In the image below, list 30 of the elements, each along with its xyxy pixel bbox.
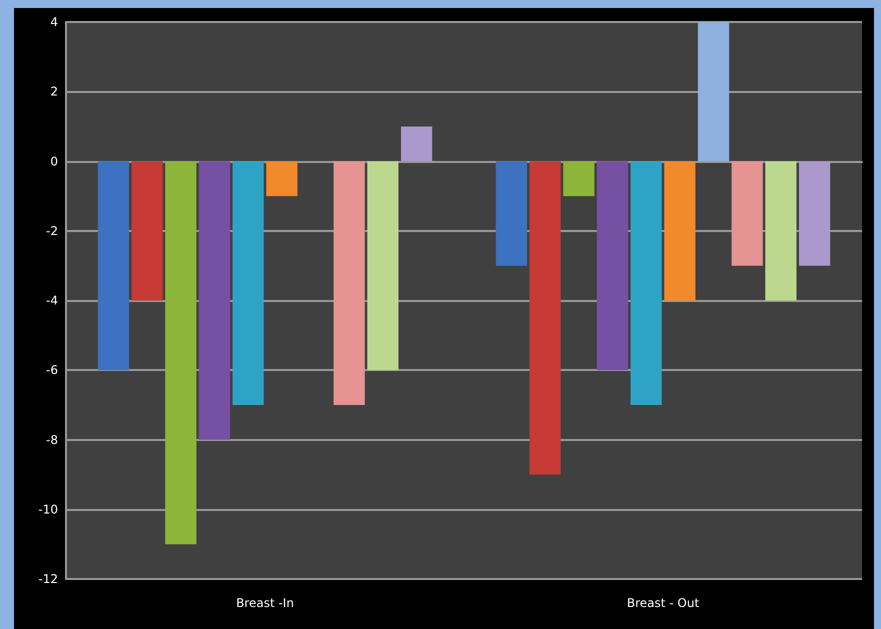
bar: [496, 161, 528, 266]
bar: [630, 161, 662, 405]
y-tick-label: -10: [38, 502, 58, 516]
bar: [266, 161, 298, 196]
y-tick-label: -4: [46, 294, 58, 308]
bar: [664, 161, 696, 300]
bar: [530, 161, 561, 475]
y-tick-label: -12: [38, 572, 58, 586]
bar: [596, 161, 628, 370]
bar: [798, 161, 830, 266]
bar: [765, 161, 796, 300]
x-tick-label: Breast -In: [236, 596, 294, 610]
x-tick-label: Breast - Out: [626, 596, 700, 610]
bar: [165, 161, 196, 544]
bar: [132, 161, 163, 300]
bar: [732, 161, 763, 266]
bar: [232, 161, 264, 405]
bar: [698, 22, 730, 162]
y-tick-label: -2: [46, 224, 58, 238]
bar: [334, 161, 365, 405]
y-tick-label: -8: [46, 432, 58, 447]
bar: [367, 161, 398, 370]
y-tick-label: 4: [50, 15, 58, 29]
bar: [563, 161, 594, 196]
bar: [400, 126, 432, 162]
y-tick-label: 2: [50, 84, 58, 99]
bar: [98, 161, 130, 370]
y-tick-label: 0: [50, 154, 58, 168]
bar: [198, 161, 230, 440]
y-tick-label: -6: [46, 363, 58, 378]
